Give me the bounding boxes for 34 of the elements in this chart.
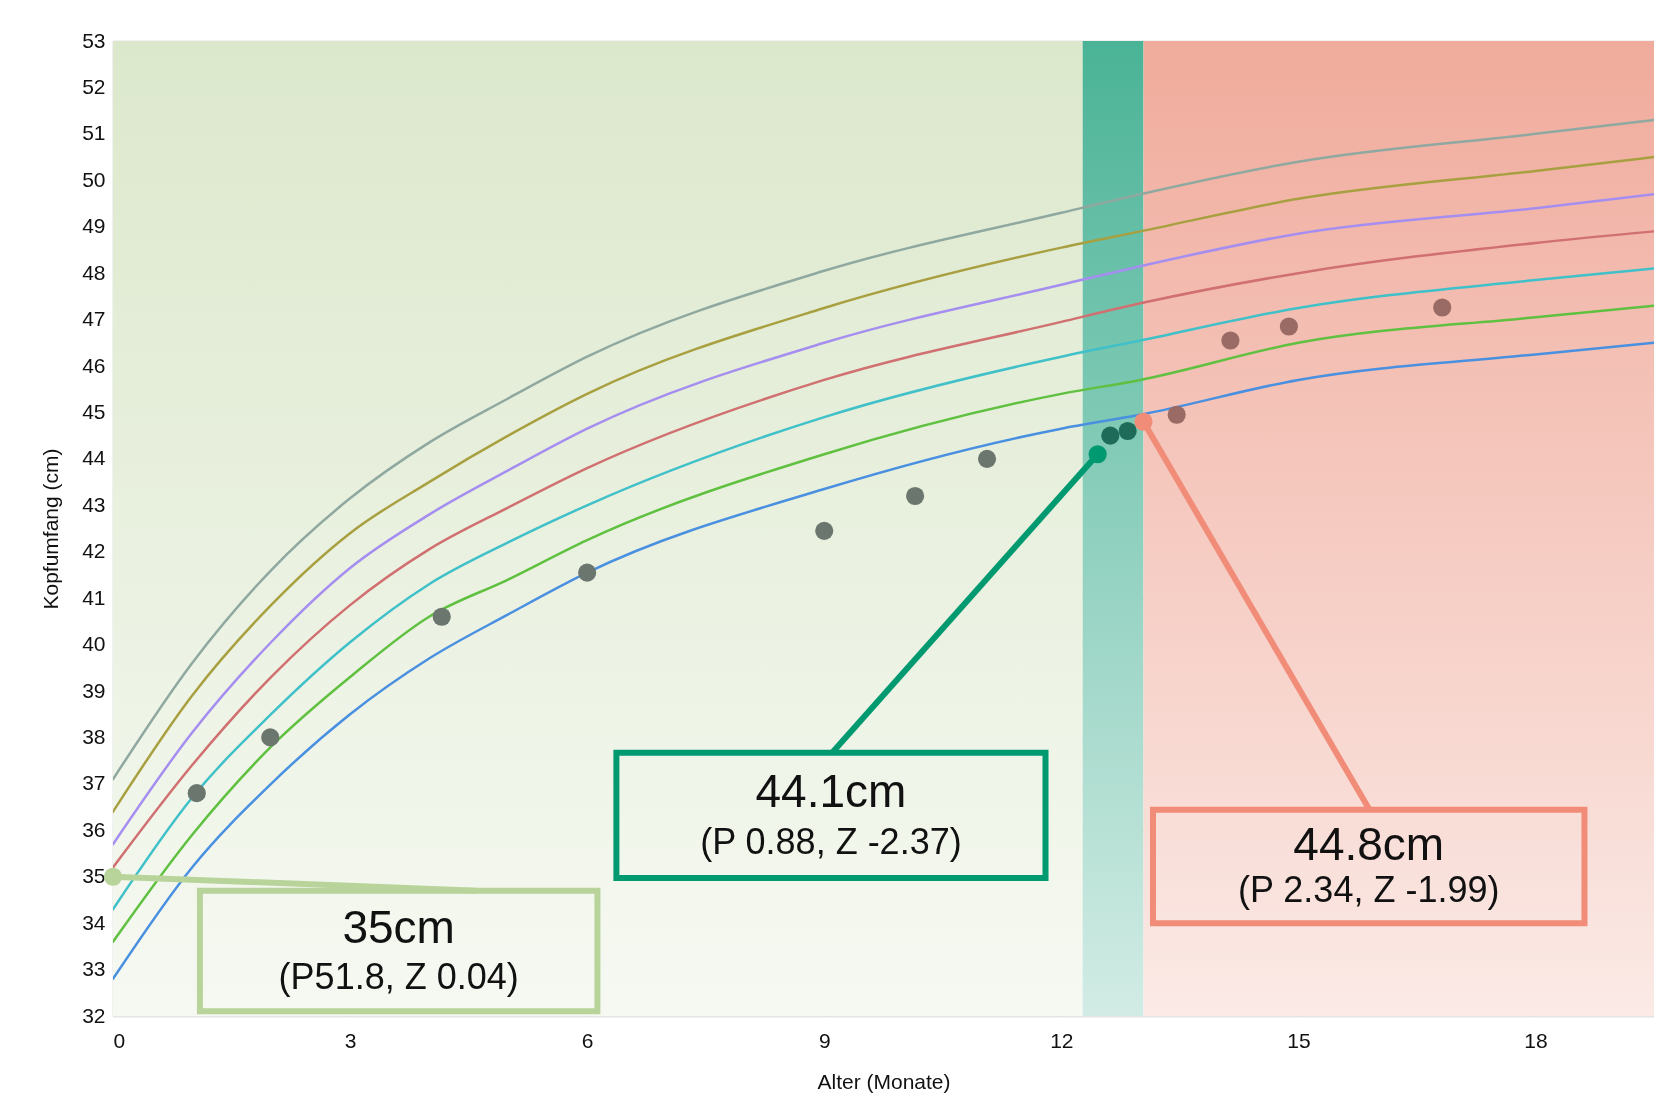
annotation: 44.8cm (P 2.34, Z -1.99) <box>1237 818 1500 911</box>
y-tick-label: 35 <box>82 864 106 888</box>
y-tick-label: 36 <box>82 817 106 841</box>
x-axis-title: Alter (Monate) <box>817 1069 951 1093</box>
y-tick-label: 34 <box>82 910 106 934</box>
x-tick-label: 15 <box>1287 1028 1311 1052</box>
y-tick-label: 33 <box>82 957 106 981</box>
y-tick-label: 43 <box>82 492 106 516</box>
y-tick-label: 47 <box>82 307 106 331</box>
y-tick-label: 44 <box>82 446 106 470</box>
x-tick-label: 18 <box>1524 1028 1548 1052</box>
y-tick-label: 39 <box>82 678 106 702</box>
y-axis-title: Kopfumfang (cm) <box>39 448 63 610</box>
y-tick-label: 49 <box>82 214 106 238</box>
annotation: 44.1cm (P 0.88, Z -2.37) <box>700 764 962 863</box>
y-tick-label: 53 <box>82 28 106 52</box>
x-tick-label: 9 <box>818 1028 831 1052</box>
y-tick-label: 37 <box>82 771 106 795</box>
y-tick-label: 42 <box>82 539 106 563</box>
x-tick-label: 12 <box>1050 1028 1074 1052</box>
x-tick-label: 0 <box>113 1028 126 1052</box>
y-tick-label: 41 <box>82 585 106 609</box>
y-tick-label: 40 <box>82 632 106 656</box>
y-tick-label: 45 <box>82 399 106 423</box>
y-tick-label: 32 <box>82 1003 106 1027</box>
x-tick-label: 6 <box>581 1028 594 1052</box>
y-tick-label: 52 <box>82 74 106 98</box>
y-tick-label: 38 <box>82 724 106 748</box>
y-tick-label: 46 <box>82 353 106 377</box>
y-tick-label: 48 <box>82 260 106 284</box>
annotation: 35cm (P51.8, Z 0.04) <box>278 901 519 997</box>
x-tick-label: 3 <box>344 1028 357 1052</box>
y-tick-label: 50 <box>82 167 106 191</box>
y-tick-label: 51 <box>82 121 106 145</box>
